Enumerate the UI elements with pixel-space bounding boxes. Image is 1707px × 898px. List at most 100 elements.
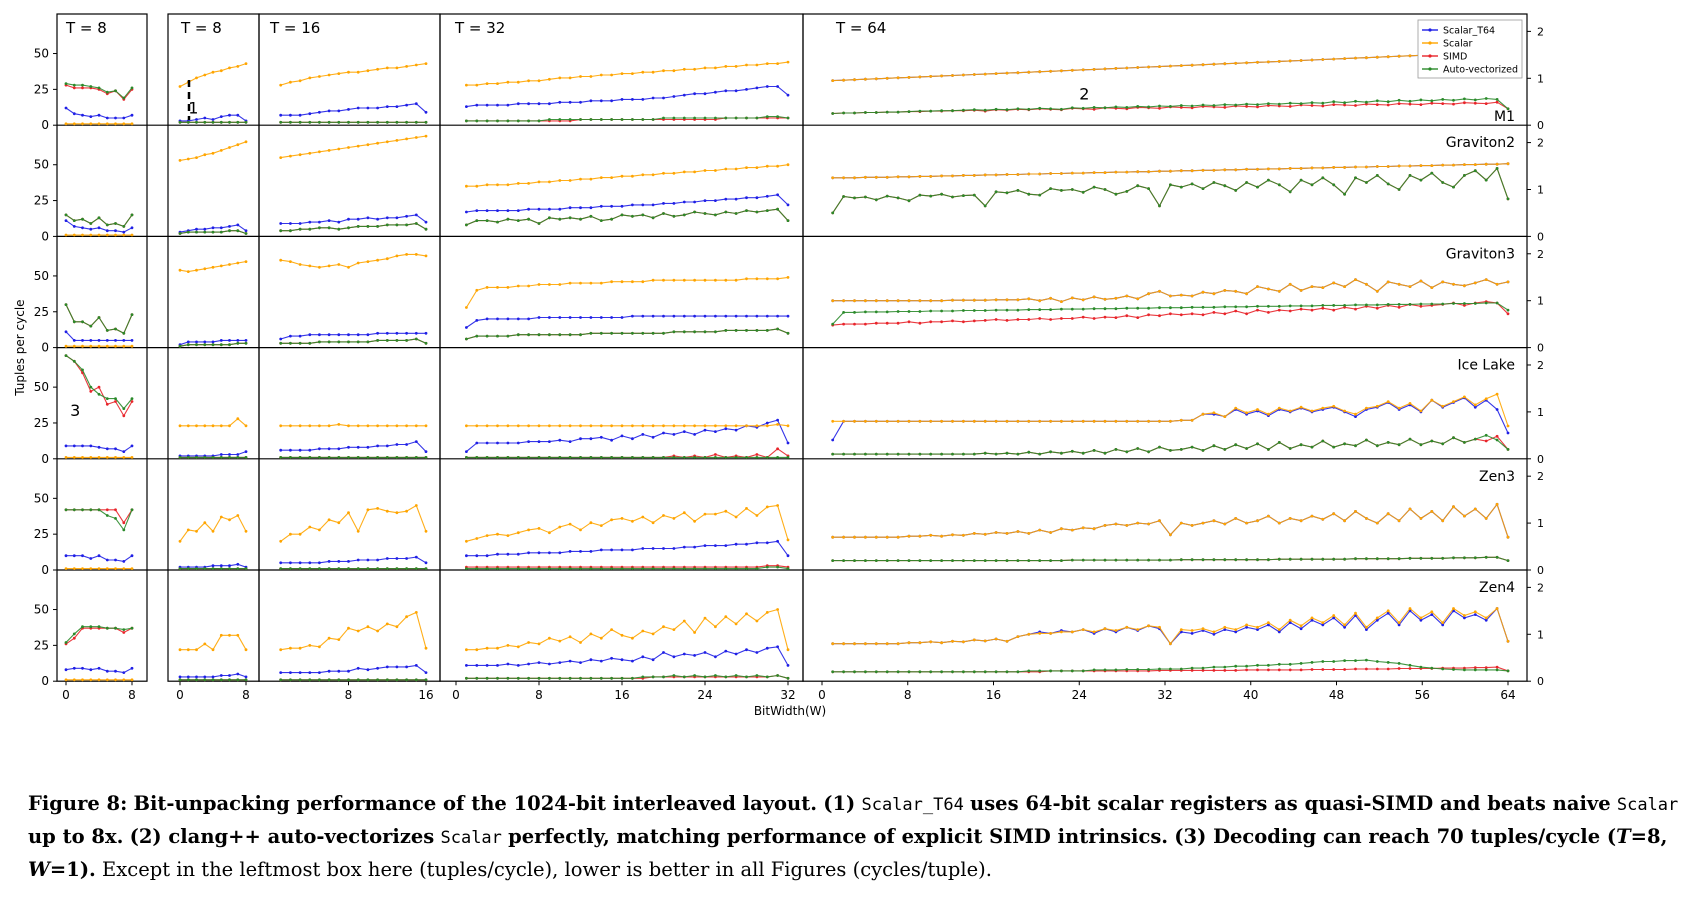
series-point	[1321, 557, 1325, 561]
series-point	[1354, 99, 1357, 103]
series-point	[842, 322, 845, 326]
series-point	[641, 280, 645, 284]
series-point	[864, 670, 867, 674]
series-point	[631, 548, 634, 552]
series-point	[1506, 639, 1510, 643]
series-point	[195, 456, 198, 459]
series-point	[1288, 101, 1292, 105]
series-point	[211, 265, 215, 269]
series-point	[465, 648, 468, 652]
series-point	[1267, 304, 1270, 308]
series-line-scalar-t64	[832, 278, 1509, 303]
series-point	[97, 392, 101, 396]
series-point	[1147, 105, 1150, 109]
series-point	[755, 541, 759, 545]
series-point	[211, 567, 215, 570]
series-point	[983, 309, 987, 312]
series-point	[279, 456, 283, 459]
series-point	[122, 671, 126, 674]
series-point	[745, 277, 748, 281]
series-point	[1245, 167, 1248, 171]
series-point	[496, 424, 499, 428]
series-point	[896, 535, 900, 539]
series-point	[527, 207, 530, 211]
left-y-tick-label: 25	[34, 305, 49, 319]
series-point	[907, 670, 911, 674]
series-point	[1365, 438, 1368, 442]
series-point	[765, 675, 769, 679]
series-point	[1452, 436, 1455, 440]
series-point	[1354, 510, 1357, 513]
series-point	[318, 340, 321, 344]
series-point	[972, 319, 976, 323]
series-point	[308, 678, 312, 682]
series-point	[907, 175, 911, 179]
series-point	[1212, 104, 1216, 107]
series-point	[1397, 102, 1401, 105]
series-point	[327, 567, 331, 570]
series-point	[831, 419, 835, 423]
series-point	[1408, 174, 1412, 177]
series-point	[951, 639, 954, 643]
series-point	[1201, 63, 1205, 67]
series-point	[376, 629, 379, 633]
series-point	[89, 324, 93, 328]
series-point	[122, 414, 126, 418]
series-point	[244, 567, 248, 570]
series-point	[1419, 178, 1423, 182]
series-point	[662, 278, 665, 282]
series-point	[940, 452, 943, 456]
series-point	[1288, 557, 1292, 561]
series-point	[385, 120, 389, 124]
series-point	[853, 642, 856, 646]
series-point	[745, 507, 748, 510]
series-point	[776, 207, 779, 211]
series-point	[122, 116, 126, 120]
series-point	[896, 559, 900, 562]
series-point	[81, 554, 84, 558]
series-point	[831, 176, 835, 180]
series-point	[776, 327, 779, 331]
series-point	[734, 278, 738, 282]
series-point	[579, 424, 582, 428]
series-point	[219, 343, 223, 347]
series-point	[424, 671, 428, 674]
series-line-scalar	[832, 503, 1509, 538]
series-point	[682, 424, 686, 428]
series-point	[385, 339, 389, 342]
series-point	[662, 431, 665, 435]
series-point	[516, 441, 520, 445]
series-point	[506, 103, 510, 107]
series-point	[918, 419, 922, 423]
series-point	[579, 100, 582, 104]
series-point	[347, 678, 350, 682]
series-point	[558, 456, 562, 459]
series-point	[1038, 193, 1042, 197]
series-point	[1299, 307, 1303, 311]
series-point	[347, 567, 350, 570]
series-point	[1365, 658, 1368, 662]
series-point	[105, 567, 109, 570]
series-point	[951, 452, 954, 456]
series-point	[1212, 62, 1216, 66]
series-point	[765, 115, 769, 118]
series-point	[405, 120, 408, 124]
series-point	[1070, 171, 1074, 175]
series-line-auto-vectorized	[466, 674, 789, 679]
series-point	[1147, 187, 1150, 191]
series-point	[178, 456, 182, 459]
series-point	[1060, 630, 1063, 634]
series-point	[1016, 71, 1020, 75]
series-point	[864, 559, 867, 562]
left-y-tick-label: 25	[34, 194, 49, 208]
series-point	[918, 193, 922, 197]
series-point	[114, 456, 117, 459]
series-point	[414, 253, 418, 256]
series-point	[537, 661, 541, 664]
series-point	[186, 648, 190, 652]
series-point	[579, 316, 582, 319]
series-point	[1473, 437, 1477, 441]
series-point	[765, 565, 769, 569]
series-point	[424, 529, 428, 533]
series-point	[327, 340, 331, 344]
